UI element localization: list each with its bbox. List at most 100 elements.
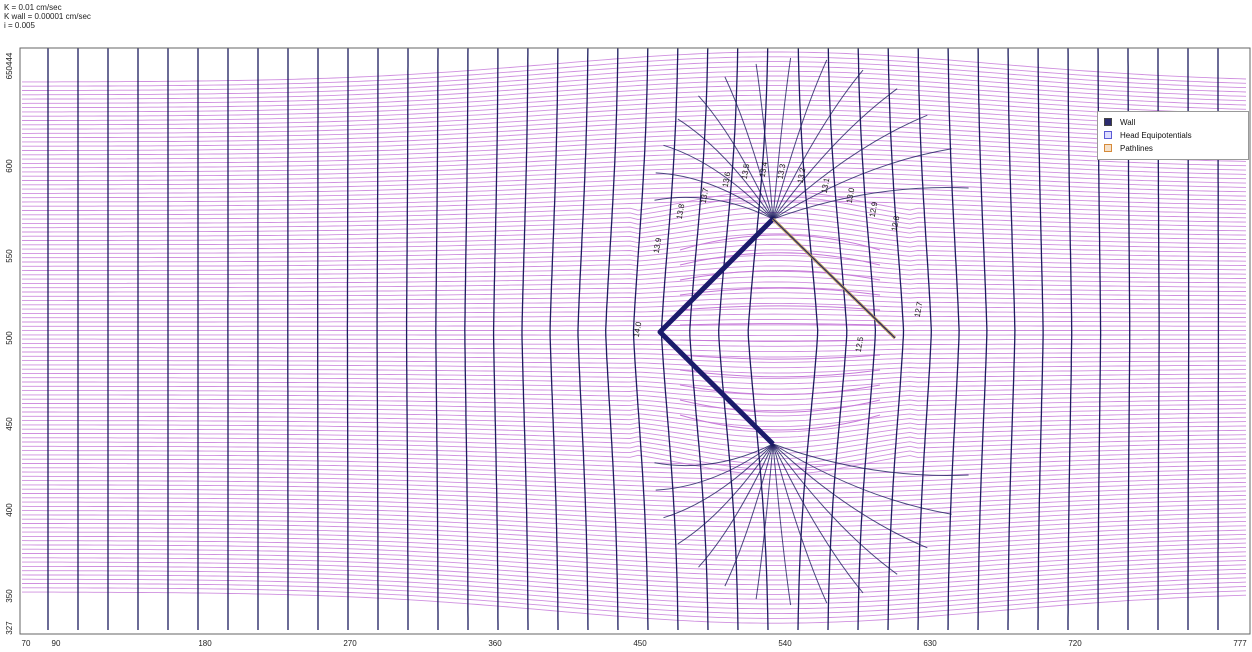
contour-label: 13.8 [675,203,687,220]
y-tick-label: 650444 [5,52,14,79]
pathline [22,89,1247,117]
pathline [22,553,1247,581]
equipotential-fan [772,443,969,476]
legend-item-pathlines[interactable]: Pathlines [1104,142,1153,154]
pathline [22,206,1247,233]
pathline [22,142,1247,164]
pathline [22,80,1247,109]
x-tick-label: 360 [488,639,502,648]
legend-item-equipotentials[interactable]: Head Equipotentials [1104,129,1192,141]
pathline [22,276,1247,289]
pathline [22,501,1247,523]
pathline [22,437,1247,465]
pathline-inner [679,339,881,342]
pathline [22,557,1247,586]
x-tick-label: 180 [198,639,212,648]
header-gradient: i = 0.005 [4,21,35,30]
y-axis: 650444 600 550 500 450 400 350 327 [5,52,14,635]
wall-icon [1104,118,1112,126]
pathline-inner [679,305,881,311]
pathline [22,104,1247,130]
pathline-inner [679,384,881,396]
pathline [22,510,1247,533]
equipotential-line [887,47,905,631]
pathline [22,591,1247,624]
pathline [22,51,1247,83]
pathline [22,565,1247,595]
equipotential-line [549,47,559,630]
pathline [22,65,1247,96]
contour-label: 13.4 [758,161,770,178]
equipotential-icon [1104,131,1112,139]
pathline [22,195,1247,224]
equipotential-fan [724,443,774,587]
contour-label: 13.5 [740,163,752,180]
x-axis: 70 90 180 270 360 450 540 630 720 777 [22,639,1248,648]
equipotential-line [492,48,499,630]
equipotential-line [857,47,877,631]
pathline [22,99,1247,126]
equipotential-fan [772,443,898,575]
pathline-inner [679,354,881,360]
pathline [22,190,1247,220]
pathline [22,445,1247,476]
pathline [22,137,1247,160]
pathline [22,176,1247,194]
equipotential-line [405,48,409,630]
pathline-icon [1104,144,1112,152]
pathline [22,458,1247,475]
equipotentials-layer [47,47,1220,631]
pathline [22,61,1247,91]
pathline-inner [679,252,881,266]
pathline [22,292,1246,302]
equipotential-fan [772,114,928,220]
pathline-inner [679,269,881,281]
equipotential-line [917,47,932,631]
y-tick-label: 600 [5,159,14,173]
pathline [22,166,1247,186]
pathline [22,583,1247,615]
legend-item-wall[interactable]: Wall [1104,116,1135,128]
contour-label: 14.0 [632,321,644,338]
contour-label: 12.8 [890,215,902,232]
equipotential-line [977,47,988,631]
equipotential-fan [772,59,828,220]
plot-border [19,47,1251,635]
pathline [22,411,1246,433]
pathline [22,56,1247,87]
pathline [22,535,1247,562]
pathline [22,441,1247,470]
pathline [22,475,1247,495]
pathline [22,381,1247,395]
pathline [22,302,1247,310]
pathline-inner [679,399,881,413]
equipotential-line [464,47,469,630]
equipotential-line [827,47,848,631]
pathline-inner [679,287,881,296]
pathline [22,544,1247,571]
pathline [22,523,1247,547]
equipotential-fan [772,69,864,220]
equipotential-line [605,48,619,631]
equipotential-fan [772,88,898,220]
pathline [22,548,1247,576]
pathline [22,157,1247,177]
x-tick-label: 540 [778,639,792,648]
equipotential-line [947,47,960,631]
pathline [22,450,1247,466]
pathline [22,415,1247,438]
equipotential-line [1007,48,1016,630]
equipotential-line [1037,48,1044,630]
pathline [22,181,1247,199]
legend-label-wall: Wall [1120,117,1136,127]
pathline [22,94,1247,121]
wall-left-segment [657,217,775,446]
pathline [22,147,1247,169]
pathline [22,454,1247,471]
contour-labels: 14.0 13.9 13.8 13.7 13.6 13.5 13.4 13.3 13.2 13.1… [632,161,925,353]
pathline [22,488,1247,509]
pathline [22,233,1247,254]
equipotential-fan [772,443,828,604]
contour-label: 12.5 [854,336,866,353]
